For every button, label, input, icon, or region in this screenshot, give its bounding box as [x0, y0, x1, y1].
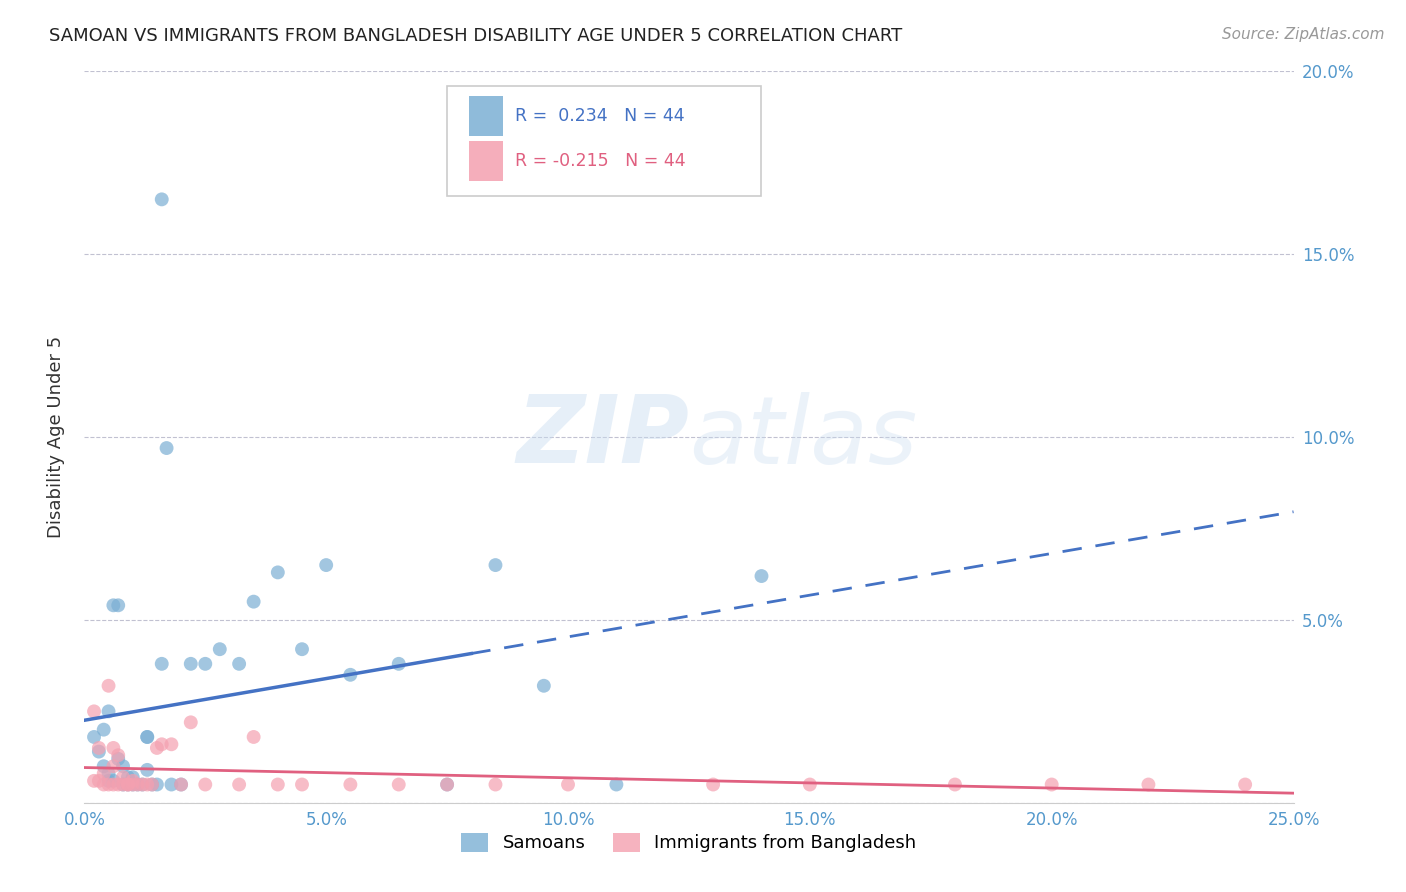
Point	[93, 778, 115, 792]
Point	[103, 740, 125, 755]
Point	[194, 778, 217, 792]
Point	[291, 642, 314, 657]
Bar	[468, 95, 503, 136]
Point	[160, 737, 183, 751]
Point	[127, 778, 149, 792]
Point	[146, 778, 169, 792]
Point	[208, 642, 231, 657]
Point	[228, 657, 250, 671]
Point	[242, 730, 264, 744]
Text: R = -0.215   N = 44: R = -0.215 N = 44	[515, 152, 686, 169]
Point	[97, 773, 120, 788]
Point	[170, 778, 193, 792]
Point	[605, 778, 627, 792]
Point	[799, 778, 821, 792]
Point	[121, 770, 143, 784]
Point	[131, 778, 153, 792]
Point	[103, 759, 125, 773]
Point	[291, 778, 314, 792]
Point	[180, 715, 202, 730]
Point	[1234, 778, 1257, 792]
Point	[131, 778, 153, 792]
Point	[97, 679, 120, 693]
Point	[117, 778, 139, 792]
Point	[180, 657, 202, 671]
Point	[136, 763, 159, 777]
Bar	[468, 141, 503, 181]
Point	[83, 730, 105, 744]
Point	[121, 778, 143, 792]
Point	[1040, 778, 1063, 792]
Point	[107, 599, 129, 613]
Point	[160, 778, 183, 792]
Point	[388, 657, 411, 671]
Point	[136, 730, 159, 744]
Point	[121, 778, 143, 792]
Point	[150, 657, 173, 671]
Text: R =  0.234   N = 44: R = 0.234 N = 44	[515, 107, 685, 125]
Point	[267, 778, 290, 792]
Point	[117, 778, 139, 792]
Point	[117, 778, 139, 792]
Point	[83, 705, 105, 719]
Point	[93, 759, 115, 773]
Point	[136, 730, 159, 744]
Legend: Samoans, Immigrants from Bangladesh: Samoans, Immigrants from Bangladesh	[454, 826, 924, 860]
Point	[146, 740, 169, 755]
Point	[93, 766, 115, 780]
Point	[136, 778, 159, 792]
Point	[751, 569, 773, 583]
Point	[117, 770, 139, 784]
Point	[121, 773, 143, 788]
Point	[533, 679, 555, 693]
Point	[267, 566, 290, 580]
Point	[315, 558, 337, 573]
Point	[103, 773, 125, 788]
Point	[150, 737, 173, 751]
Point	[702, 778, 724, 792]
Point	[436, 778, 458, 792]
Point	[107, 752, 129, 766]
Point	[87, 740, 110, 755]
Point	[103, 599, 125, 613]
Text: SAMOAN VS IMMIGRANTS FROM BANGLADESH DISABILITY AGE UNDER 5 CORRELATION CHART: SAMOAN VS IMMIGRANTS FROM BANGLADESH DIS…	[49, 27, 903, 45]
Y-axis label: Disability Age Under 5: Disability Age Under 5	[46, 336, 65, 538]
Point	[141, 778, 163, 792]
Point	[228, 778, 250, 792]
Point	[93, 723, 115, 737]
Point	[97, 705, 120, 719]
Point	[155, 441, 177, 455]
Point	[943, 778, 966, 792]
Point	[103, 778, 125, 792]
Point	[87, 773, 110, 788]
FancyBboxPatch shape	[447, 86, 762, 195]
Point	[127, 778, 149, 792]
Point	[97, 766, 120, 780]
Point	[83, 773, 105, 788]
Point	[436, 778, 458, 792]
Point	[107, 778, 129, 792]
Point	[112, 770, 135, 784]
Point	[170, 778, 193, 792]
Point	[112, 759, 135, 773]
Point	[339, 778, 361, 792]
Point	[87, 745, 110, 759]
Point	[112, 778, 135, 792]
Text: Source: ZipAtlas.com: Source: ZipAtlas.com	[1222, 27, 1385, 42]
Point	[112, 778, 135, 792]
Point	[242, 594, 264, 608]
Point	[339, 667, 361, 681]
Point	[484, 558, 506, 573]
Text: atlas: atlas	[689, 392, 917, 483]
Point	[557, 778, 579, 792]
Point	[150, 192, 173, 206]
Point	[484, 778, 506, 792]
Point	[388, 778, 411, 792]
Point	[97, 778, 120, 792]
Text: ZIP: ZIP	[516, 391, 689, 483]
Point	[141, 778, 163, 792]
Point	[194, 657, 217, 671]
Point	[107, 748, 129, 763]
Point	[1137, 778, 1160, 792]
